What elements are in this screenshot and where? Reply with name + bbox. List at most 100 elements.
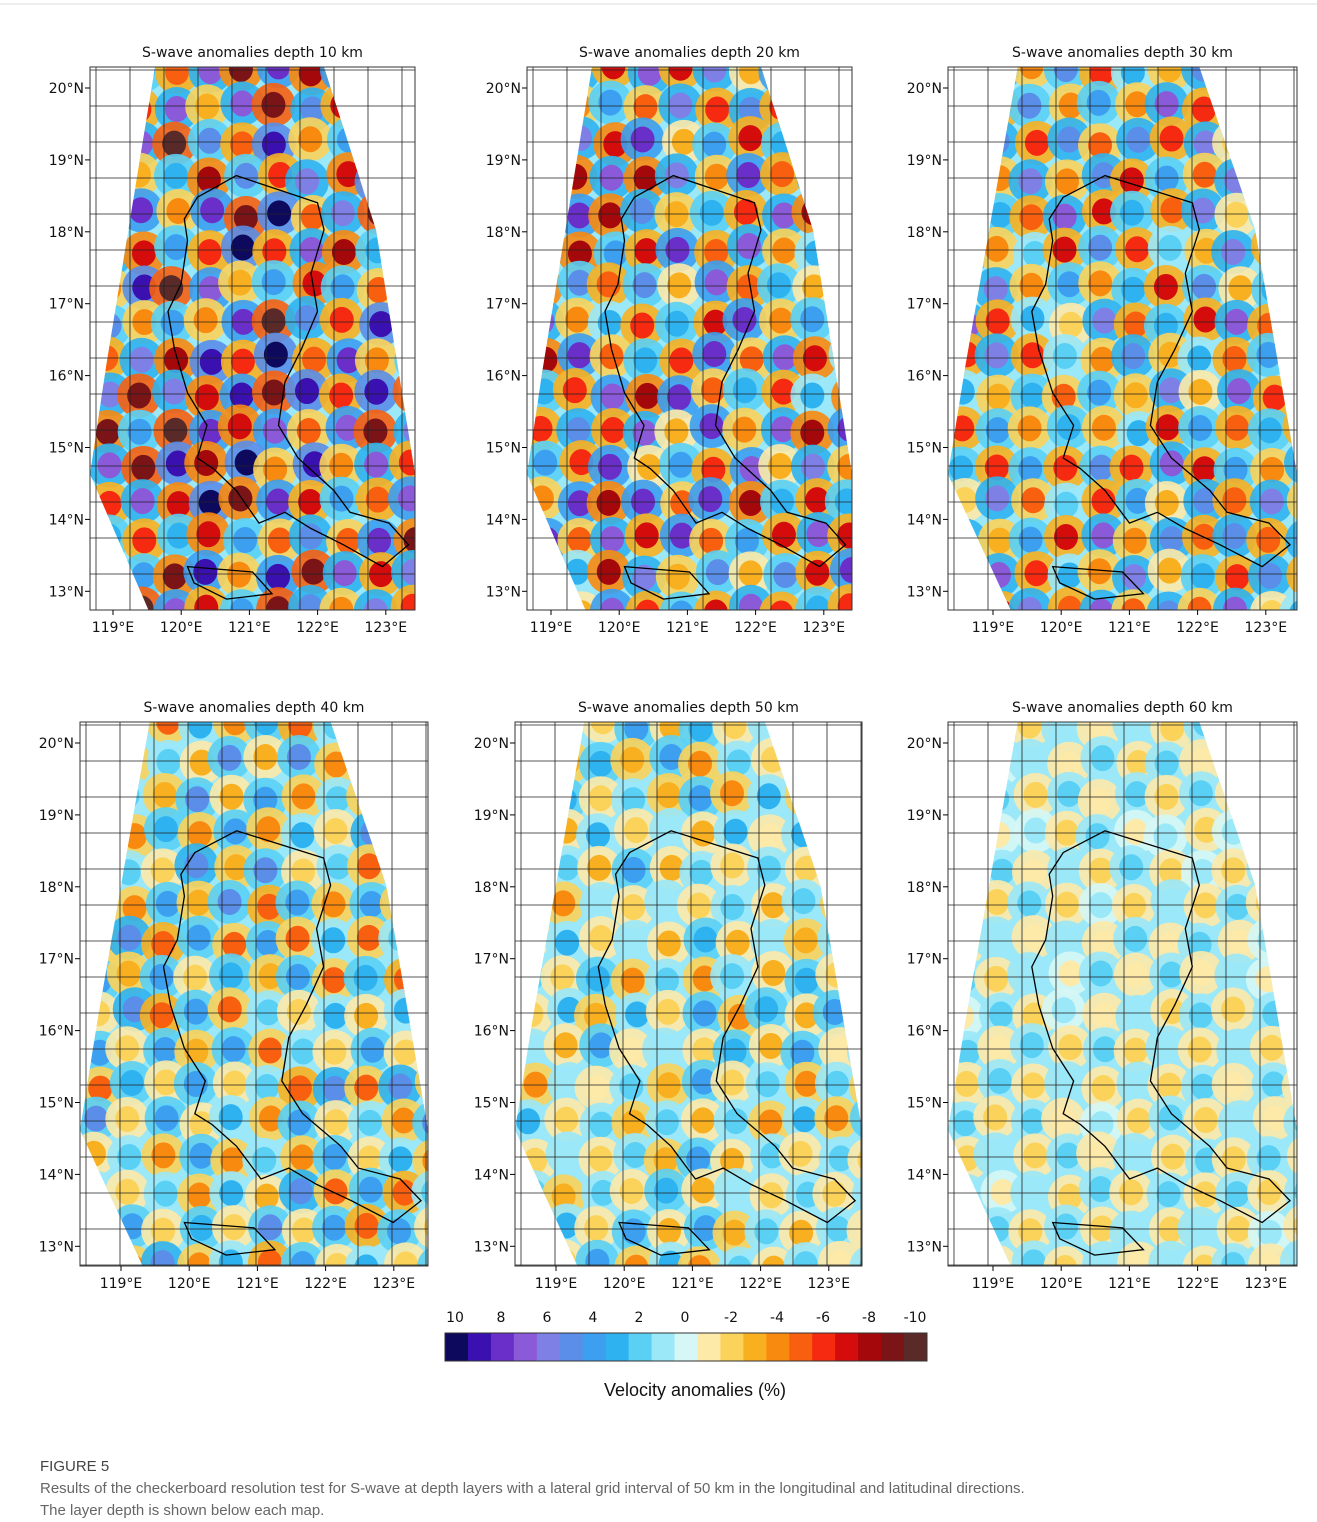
anomaly: [954, 1070, 979, 1097]
anomaly: [387, 1218, 412, 1245]
anomaly: [859, 1253, 862, 1266]
anomaly: [130, 634, 154, 660]
anomaly: [825, 961, 850, 988]
anomaly: [841, 238, 852, 265]
anomaly: [758, 1032, 783, 1059]
anomaly: [520, 1213, 545, 1240]
anomaly: [1295, 345, 1297, 372]
anomaly: [621, 1109, 646, 1136]
anomaly: [286, 998, 311, 1025]
anomaly: [122, 823, 147, 850]
anomaly: [868, 561, 892, 587]
anomaly: [863, 405, 907, 449]
anomaly: [985, 128, 1010, 155]
lat-label: 20°N: [49, 81, 84, 97]
anomaly: [531, 378, 556, 405]
anomaly: [792, 119, 837, 164]
anomaly: [870, 91, 894, 117]
anomaly: [1188, 780, 1213, 807]
anomaly: [427, 550, 471, 594]
anomaly: [1018, 456, 1043, 483]
anomaly: [1260, 456, 1285, 483]
anomaly: [860, 722, 862, 741]
anomaly: [588, 925, 613, 952]
anomaly: [261, 269, 286, 296]
anomaly: [193, 307, 218, 334]
anomaly: [437, 559, 461, 585]
anomaly: [1227, 378, 1252, 405]
colorbar-cell: [881, 1333, 905, 1361]
colorbar-label: 4: [589, 1310, 598, 1326]
colorbar-label: 2: [635, 1310, 644, 1326]
lat-label: 19°N: [39, 808, 74, 824]
anomaly: [1284, 373, 1297, 418]
anomaly: [1024, 560, 1049, 587]
anomaly: [633, 165, 658, 192]
anomaly: [835, 67, 852, 83]
anomaly: [360, 1036, 385, 1063]
anomaly: [949, 455, 974, 482]
anomaly: [805, 559, 830, 586]
anomaly: [722, 722, 747, 740]
anomaly: [330, 274, 355, 301]
anomaly: [398, 449, 415, 476]
anomaly: [1281, 739, 1297, 784]
anomaly: [755, 1071, 780, 1098]
anomaly: [837, 453, 852, 480]
anomaly: [984, 235, 1009, 262]
anomaly: [989, 634, 1013, 660]
anomaly: [383, 742, 428, 787]
anomaly: [1192, 273, 1217, 300]
anomaly: [734, 527, 759, 554]
anomaly: [1091, 637, 1115, 663]
anomaly: [896, 1212, 920, 1238]
anomaly: [738, 560, 763, 587]
anomaly: [637, 67, 662, 86]
anomaly: [1296, 487, 1297, 514]
anomaly: [1057, 595, 1082, 610]
anomaly: [703, 309, 728, 336]
anomaly: [1023, 781, 1048, 808]
anomaly: [428, 483, 472, 527]
lat-label: 20°N: [474, 736, 509, 752]
map-frame: [526, 66, 853, 611]
anomaly: [759, 1182, 784, 1209]
anomaly: [600, 526, 625, 553]
anomaly: [423, 157, 467, 201]
anomaly: [732, 306, 757, 333]
anomaly: [403, 527, 415, 554]
anomaly: [1123, 382, 1148, 409]
anomaly: [861, 1181, 862, 1208]
anomaly: [948, 121, 990, 166]
anomaly: [1291, 1073, 1297, 1100]
anomaly: [392, 154, 415, 199]
anomaly: [794, 67, 839, 93]
anomaly: [258, 1214, 283, 1241]
anomaly: [393, 303, 415, 348]
anomaly: [295, 168, 320, 195]
anomaly: [520, 858, 545, 885]
anomaly: [460, 896, 484, 922]
anomaly: [365, 92, 390, 119]
anomaly: [621, 894, 646, 921]
anomaly: [816, 771, 861, 816]
anomaly: [151, 1217, 176, 1244]
colorbar-cell: [467, 1333, 492, 1361]
lat-label: 14°N: [39, 1167, 74, 1183]
anomaly: [859, 159, 903, 203]
anomaly: [1157, 1072, 1182, 1099]
anomaly: [1257, 562, 1282, 589]
anomaly: [80, 742, 122, 787]
anomaly: [1023, 817, 1048, 844]
lon-label: 120°E: [160, 620, 203, 636]
anomaly: [688, 722, 713, 742]
anomaly: [187, 1182, 212, 1209]
anomaly: [1018, 637, 1042, 663]
anomaly: [1154, 165, 1179, 192]
anomaly: [266, 67, 291, 80]
anomaly: [726, 749, 751, 776]
anomaly: [1057, 1183, 1082, 1210]
lat-label: 14°N: [49, 512, 84, 528]
anomaly: [1256, 1145, 1281, 1172]
anomaly: [527, 553, 567, 598]
